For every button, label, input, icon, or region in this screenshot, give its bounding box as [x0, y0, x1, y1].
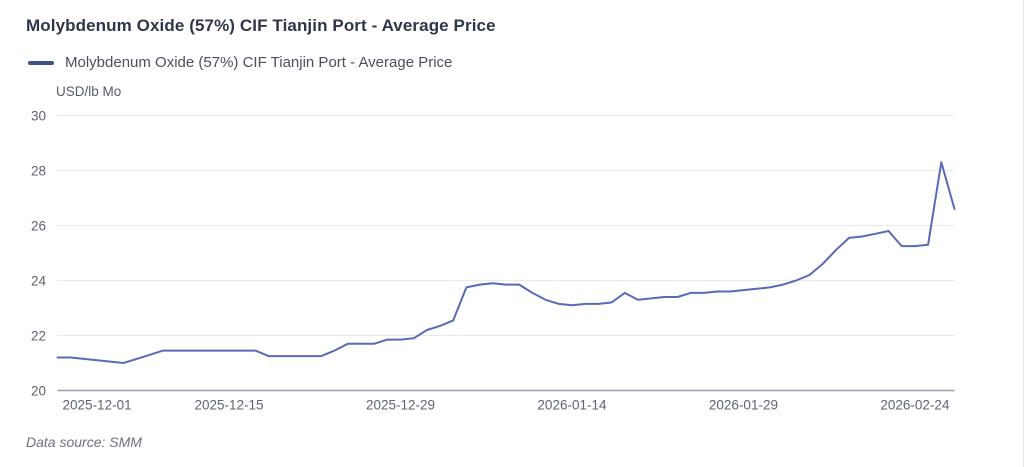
svg-text:2026-01-29: 2026-01-29 — [709, 398, 778, 413]
y-axis-unit-label: USD/lb Mo — [56, 84, 122, 99]
svg-text:28: 28 — [31, 163, 46, 178]
gridlines — [57, 115, 955, 392]
svg-text:2025-12-29: 2025-12-29 — [366, 398, 435, 413]
data-source-note: Data source: SMM — [26, 434, 142, 450]
svg-text:20: 20 — [31, 383, 46, 398]
chart-title: Molybdenum Oxide (57%) CIF Tianjin Port … — [26, 16, 496, 35]
svg-text:2026-02-24: 2026-02-24 — [880, 398, 950, 413]
svg-text:2025-12-01: 2025-12-01 — [63, 398, 132, 413]
svg-text:24: 24 — [31, 273, 47, 288]
legend-item[interactable]: Molybdenum Oxide (57%) CIF Tianjin Port … — [28, 54, 452, 71]
svg-text:2025-12-15: 2025-12-15 — [194, 398, 263, 413]
svg-text:2026-01-14: 2026-01-14 — [537, 398, 607, 413]
legend-label: Molybdenum Oxide (57%) CIF Tianjin Port … — [65, 54, 453, 71]
svg-text:30: 30 — [31, 108, 46, 123]
svg-text:26: 26 — [31, 218, 46, 233]
price-series-line — [56, 161, 956, 364]
x-axis-tick-labels: 2025-12-01 2025-12-15 2025-12-29 2026-01-14… — [63, 398, 950, 413]
y-axis-tick-labels: 20 22 24 26 28 30 — [31, 108, 47, 398]
legend-line-icon — [28, 60, 54, 65]
svg-text:22: 22 — [31, 328, 46, 343]
